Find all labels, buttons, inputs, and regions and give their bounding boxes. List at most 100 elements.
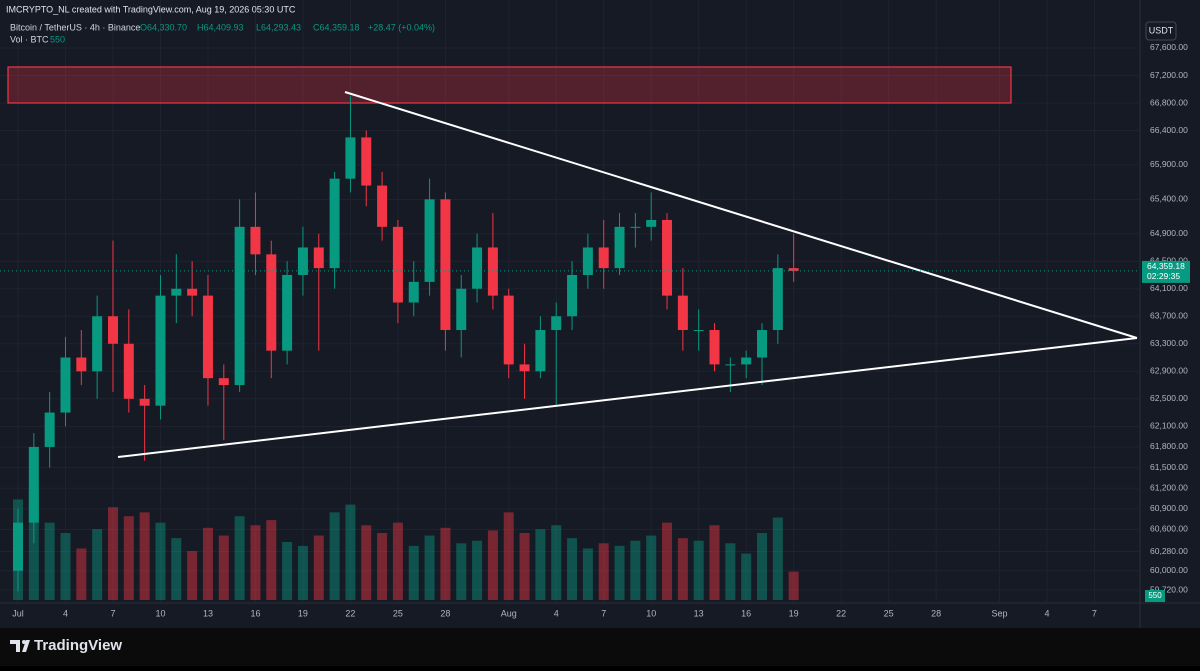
- candle-body: [44, 412, 55, 447]
- candle-body: [139, 398, 150, 406]
- volume-bar: [139, 512, 150, 600]
- x-tick-label: 4: [1044, 608, 1049, 618]
- x-tick-label: 28: [440, 608, 450, 618]
- x-tick-label: 25: [884, 608, 894, 618]
- credit: IMCRYPTO_NL created with TradingView.com…: [6, 4, 296, 14]
- candle-body: [646, 219, 657, 227]
- volume-bar: [361, 525, 372, 600]
- volume-tag: [1145, 590, 1165, 602]
- candle-body: [487, 247, 498, 296]
- x-tick-label: 22: [345, 608, 355, 618]
- y-tick-label: 63,700.00: [1150, 311, 1188, 321]
- candle-body: [392, 226, 403, 303]
- x-tick-label: 13: [694, 608, 704, 618]
- footer-background: [0, 628, 1200, 666]
- candle-body: [202, 295, 213, 379]
- volume-bar: [772, 517, 783, 600]
- candle-body: [551, 316, 562, 331]
- volume-tag-label: 550: [1148, 591, 1162, 600]
- x-tick-label: 25: [393, 608, 403, 618]
- candle-body: [582, 247, 593, 275]
- candle-body: [567, 274, 578, 317]
- y-tick-label: 61,200.00: [1150, 482, 1188, 492]
- volume-bar: [28, 490, 39, 600]
- volume-bar: [630, 540, 641, 600]
- candle-body: [187, 288, 198, 296]
- volume-bar: [614, 545, 625, 600]
- y-tick-label: 60,600.00: [1150, 524, 1188, 534]
- logo-dot: [22, 640, 26, 644]
- candle-body: [630, 226, 641, 228]
- volume-bar: [725, 543, 736, 600]
- volume-title: Vol · BTC: [10, 34, 49, 44]
- volume-bar: [662, 522, 673, 600]
- y-tick-label: 66,800.00: [1150, 97, 1188, 107]
- volume-bar: [392, 522, 403, 600]
- ohlc-close: C64,359.18: [313, 22, 360, 32]
- volume-bar: [218, 535, 229, 600]
- candle-body: [92, 316, 103, 372]
- candle-body: [107, 316, 118, 344]
- y-tick-label: 65,400.00: [1150, 194, 1188, 204]
- y-tick-label: 61,800.00: [1150, 441, 1188, 451]
- currency-button[interactable]: [1145, 21, 1177, 41]
- volume-bar: [60, 532, 71, 600]
- candle-body: [377, 185, 388, 227]
- candle-body: [535, 330, 546, 372]
- candle-body: [424, 199, 435, 282]
- symbol: Bitcoin / TetherUS · 4h · Binance: [10, 22, 140, 32]
- candle-body: [155, 295, 166, 406]
- volume-bar: [377, 532, 388, 600]
- volume-value: 550: [50, 34, 65, 44]
- brand: TradingView: [34, 637, 122, 654]
- volume-bar: [250, 525, 261, 600]
- y-tick-label: 66,400.00: [1150, 125, 1188, 135]
- candle-body: [677, 295, 688, 331]
- candle-body: [788, 268, 799, 271]
- y-tick-label: 64,100.00: [1150, 283, 1188, 293]
- x-tick-label: 4: [554, 608, 559, 618]
- candle-body: [614, 226, 625, 269]
- volume-bar: [456, 543, 467, 600]
- x-tick-label: 4: [63, 608, 68, 618]
- volume-bar: [107, 507, 118, 600]
- x-tick-label: 7: [601, 608, 606, 618]
- resistance-zone: [7, 66, 1012, 104]
- volume-bar: [677, 538, 688, 600]
- y-tick-label: 62,900.00: [1150, 366, 1188, 376]
- volume-bar: [155, 522, 166, 600]
- candle-body: [709, 330, 720, 365]
- candle-body: [313, 247, 324, 269]
- candle-body: [757, 330, 768, 358]
- y-tick-label: 67,600.00: [1150, 42, 1188, 52]
- volume-bar: [313, 535, 324, 600]
- candle-body: [440, 199, 451, 331]
- candle-body: [772, 268, 783, 331]
- volume-bar: [44, 522, 55, 600]
- y-tick-label: 65,900.00: [1150, 159, 1188, 169]
- volume-bar: [741, 553, 752, 600]
- y-tick-label: 61,500.00: [1150, 462, 1188, 472]
- currency-label[interactable]: USDT: [1149, 25, 1174, 35]
- volume-bar: [503, 512, 514, 600]
- candle-body: [297, 247, 308, 275]
- countdown-label: 02:29:35: [1147, 271, 1180, 281]
- x-tick-label: 19: [789, 608, 799, 618]
- volume-bar: [92, 529, 103, 600]
- candle-body: [13, 522, 23, 571]
- last-price-label: 64,359.18: [1147, 261, 1185, 271]
- x-tick-label: 10: [155, 608, 165, 618]
- ohlc-low: L64,293.43: [256, 22, 301, 32]
- volume-bar: [329, 512, 340, 600]
- candle-body: [408, 281, 419, 303]
- ohlc-high: H64,409.93: [197, 22, 244, 32]
- volume-bar: [234, 516, 245, 600]
- candle-body: [725, 364, 736, 366]
- volume-bar: [519, 532, 530, 600]
- volume-bar: [487, 530, 498, 600]
- volume-bar: [535, 529, 546, 600]
- candle-body: [345, 137, 356, 179]
- volume-bar: [757, 532, 768, 600]
- x-tick-label: 7: [110, 608, 115, 618]
